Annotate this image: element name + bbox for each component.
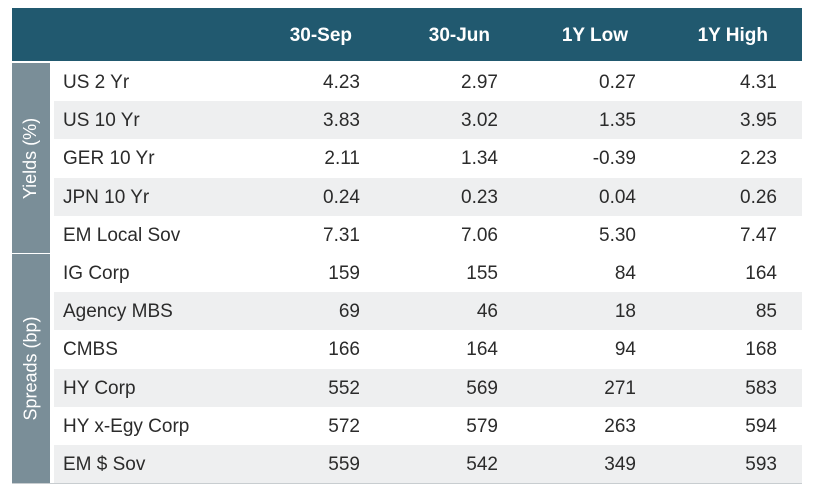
table-row: JPN 10 Yr 0.24 0.23 0.04 0.26 bbox=[54, 177, 802, 216]
table-bottom-border bbox=[12, 483, 802, 485]
table-row: IG Corp 159 155 84 164 bbox=[54, 254, 802, 292]
row-value: 593 bbox=[745, 454, 777, 475]
row-value: -0.39 bbox=[592, 148, 636, 170]
group-label-0: Yields (%) bbox=[12, 63, 50, 254]
row-label: JPN 10 Yr bbox=[63, 186, 150, 208]
row-value: 168 bbox=[745, 339, 777, 361]
table-row: US 10 Yr 3.83 3.02 1.35 3.95 bbox=[54, 101, 802, 140]
row-value: 5.30 bbox=[599, 224, 636, 246]
column-header-30-jun: 30-Jun bbox=[428, 25, 490, 46]
row-value: 0.24 bbox=[323, 186, 360, 208]
table-row: Agency MBS 69 46 18 85 bbox=[54, 292, 802, 331]
table-row: HY x-Egy Corp 572 579 263 594 bbox=[54, 407, 802, 445]
table-row: US 2 Yr 4.23 2.97 0.27 4.31 bbox=[54, 63, 802, 101]
row-value: 552 bbox=[328, 377, 360, 399]
row-value: 18 bbox=[614, 301, 636, 323]
row-label: GER 10 Yr bbox=[63, 148, 155, 170]
row-label: US 10 Yr bbox=[63, 110, 140, 132]
row-value: 94 bbox=[614, 339, 636, 361]
row-value: 3.02 bbox=[461, 110, 498, 132]
table-row: EM Local Sov 7.31 7.06 5.30 7.47 bbox=[54, 216, 802, 254]
row-value: 155 bbox=[466, 263, 498, 284]
group-divider bbox=[12, 253, 802, 255]
row-value: 583 bbox=[745, 377, 777, 399]
row-value: 7.06 bbox=[461, 224, 498, 246]
row-value: 349 bbox=[604, 454, 636, 475]
row-value: 579 bbox=[466, 415, 498, 437]
row-value: 46 bbox=[476, 301, 498, 323]
row-label: Agency MBS bbox=[63, 301, 173, 323]
row-value: 69 bbox=[338, 301, 360, 323]
row-value: 2.11 bbox=[324, 148, 360, 170]
row-label: EM Local Sov bbox=[63, 224, 181, 246]
row-value: 2.97 bbox=[461, 72, 498, 93]
row-value: 559 bbox=[328, 454, 360, 475]
row-label: EM $ Sov bbox=[63, 454, 146, 475]
row-value: 271 bbox=[604, 377, 636, 399]
row-value: 3.83 bbox=[323, 110, 360, 132]
row-label: HY x-Egy Corp bbox=[63, 415, 190, 437]
row-value: 0.27 bbox=[599, 72, 636, 93]
row-value: 594 bbox=[745, 415, 777, 437]
row-label: HY Corp bbox=[63, 377, 136, 399]
row-value: 0.04 bbox=[599, 186, 636, 208]
table-row: CMBS 166 164 94 168 bbox=[54, 330, 802, 368]
row-value: 159 bbox=[328, 263, 360, 284]
row-value: 166 bbox=[328, 339, 360, 361]
column-header-1y-high: 1Y High bbox=[697, 25, 768, 46]
row-value: 85 bbox=[755, 301, 777, 323]
table-header: 30-Sep 30-Jun 1Y Low 1Y High bbox=[12, 8, 802, 61]
row-value: 572 bbox=[328, 415, 360, 437]
column-header-30-sep: 30-Sep bbox=[289, 25, 352, 46]
row-value: 3.95 bbox=[740, 110, 777, 132]
column-header-1y-low: 1Y Low bbox=[561, 25, 628, 46]
row-value: 0.26 bbox=[740, 186, 777, 208]
table-row: HY Corp 552 569 271 583 bbox=[54, 368, 802, 407]
group-band-1 bbox=[12, 254, 50, 484]
row-value: 1.35 bbox=[599, 110, 636, 132]
row-label: US 2 Yr bbox=[63, 72, 130, 93]
group-label-text: Spreads (bp) bbox=[20, 316, 41, 421]
row-value: 7.31 bbox=[323, 224, 360, 246]
table-row: EM $ Sov 559 542 349 593 bbox=[54, 445, 802, 483]
row-value: 164 bbox=[466, 339, 498, 361]
row-value: 569 bbox=[466, 377, 498, 399]
group-label-text: Yields (%) bbox=[20, 117, 41, 200]
group-label-1: Spreads (bp) bbox=[12, 254, 50, 483]
row-value: 0.23 bbox=[461, 186, 498, 208]
table-row: GER 10 Yr 2.11 1.34 -0.39 2.23 bbox=[54, 139, 802, 177]
row-label: CMBS bbox=[63, 339, 118, 361]
row-value: 263 bbox=[604, 415, 636, 437]
row-value: 84 bbox=[614, 263, 636, 284]
row-value: 542 bbox=[466, 454, 498, 475]
row-value: 4.23 bbox=[323, 72, 360, 93]
row-value: 7.47 bbox=[740, 224, 777, 246]
row-value: 164 bbox=[745, 263, 777, 284]
row-label: IG Corp bbox=[63, 263, 130, 284]
group-band-0 bbox=[12, 63, 50, 254]
row-value: 1.34 bbox=[461, 148, 498, 170]
row-value: 4.31 bbox=[740, 72, 777, 93]
row-value: 2.23 bbox=[740, 148, 777, 170]
